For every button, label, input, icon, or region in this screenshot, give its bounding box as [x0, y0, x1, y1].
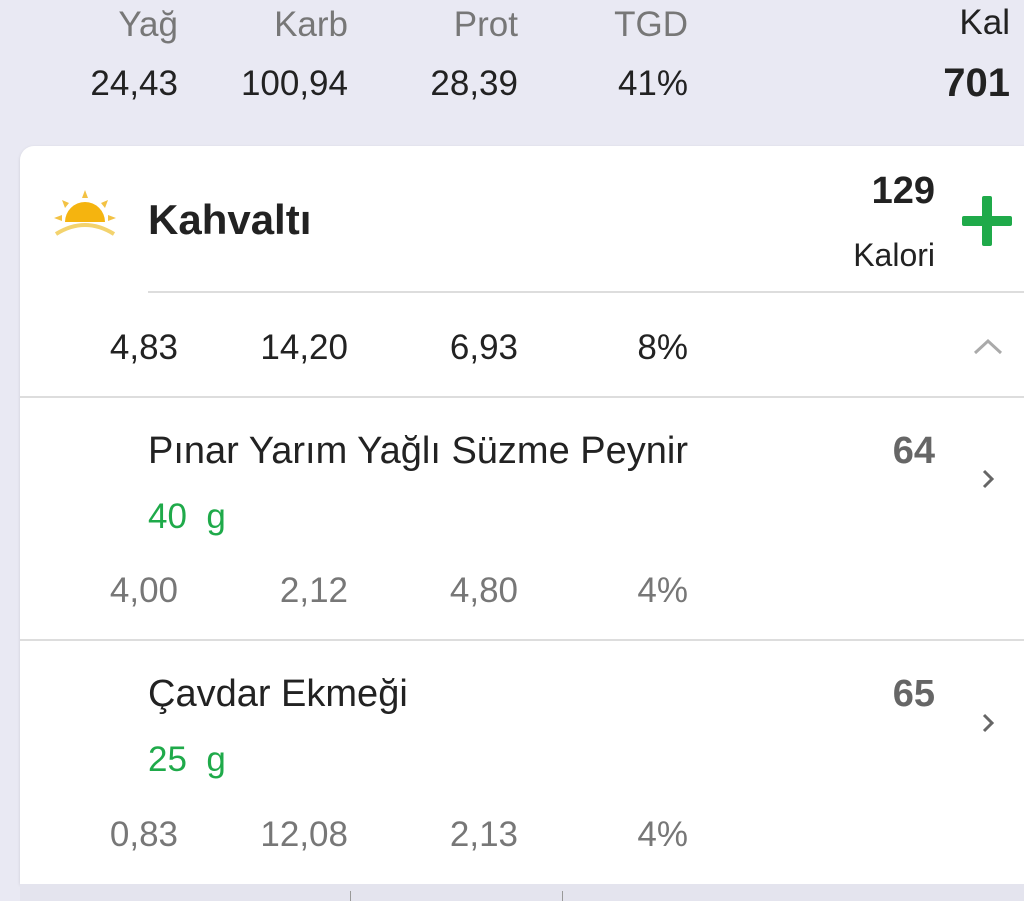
divider [562, 891, 563, 901]
food-item-name: Pınar Yarım Yağlı Süzme Peynir [148, 430, 688, 472]
collapse-button[interactable] [972, 336, 1004, 356]
food-item-tgd: 4% [637, 571, 688, 610]
meal-card-breakfast [20, 146, 1024, 884]
kcal-label: Kal [959, 3, 1010, 42]
food-item-protein: 2,13 [449, 815, 518, 854]
meal-tgd: 8% [637, 328, 688, 367]
food-item-protein: 4,80 [449, 571, 518, 610]
food-item-amount: 40 g [148, 497, 226, 536]
chevron-right-icon[interactable] [980, 712, 996, 734]
food-item-carb: 12,08 [260, 815, 348, 854]
chevron-right-icon[interactable] [980, 468, 996, 490]
chevron-up-icon [973, 338, 1003, 355]
tgd-value: 41% [617, 64, 688, 103]
protein-label: Prot [453, 5, 518, 44]
meal-protein: 6,93 [449, 328, 518, 367]
meal-calories: 129 [871, 170, 935, 212]
fat-value: 24,43 [90, 64, 178, 103]
tgd-label: TGD [614, 5, 688, 44]
food-item-fat: 0,83 [109, 815, 178, 854]
fat-label: Yağ [118, 5, 178, 44]
add-food-button[interactable] [960, 194, 1014, 248]
meal-calories-label: Kalori [853, 237, 935, 273]
kcal-value: 701 [943, 61, 1010, 105]
divider [20, 639, 1024, 641]
food-item-calories: 64 [892, 430, 935, 472]
food-item-carb: 2,12 [279, 571, 348, 610]
food-item-calories: 65 [892, 673, 935, 715]
meal-carb: 14,20 [260, 328, 348, 367]
plus-icon [962, 196, 1012, 246]
food-item-name: Çavdar Ekmeği [148, 673, 408, 715]
sunrise-icon [54, 190, 116, 236]
meal-fat: 4,83 [109, 328, 178, 367]
divider [148, 291, 1024, 293]
food-item-fat: 4,00 [109, 571, 178, 610]
divider [350, 891, 351, 901]
carb-value: 100,94 [240, 64, 348, 103]
carb-label: Karb [274, 5, 348, 44]
divider [20, 396, 1024, 398]
protein-value: 28,39 [430, 64, 518, 103]
card-footer [20, 884, 1024, 901]
meal-title: Kahvaltı [148, 196, 312, 243]
food-item-amount: 25 g [148, 740, 226, 779]
food-item-tgd: 4% [637, 815, 688, 854]
